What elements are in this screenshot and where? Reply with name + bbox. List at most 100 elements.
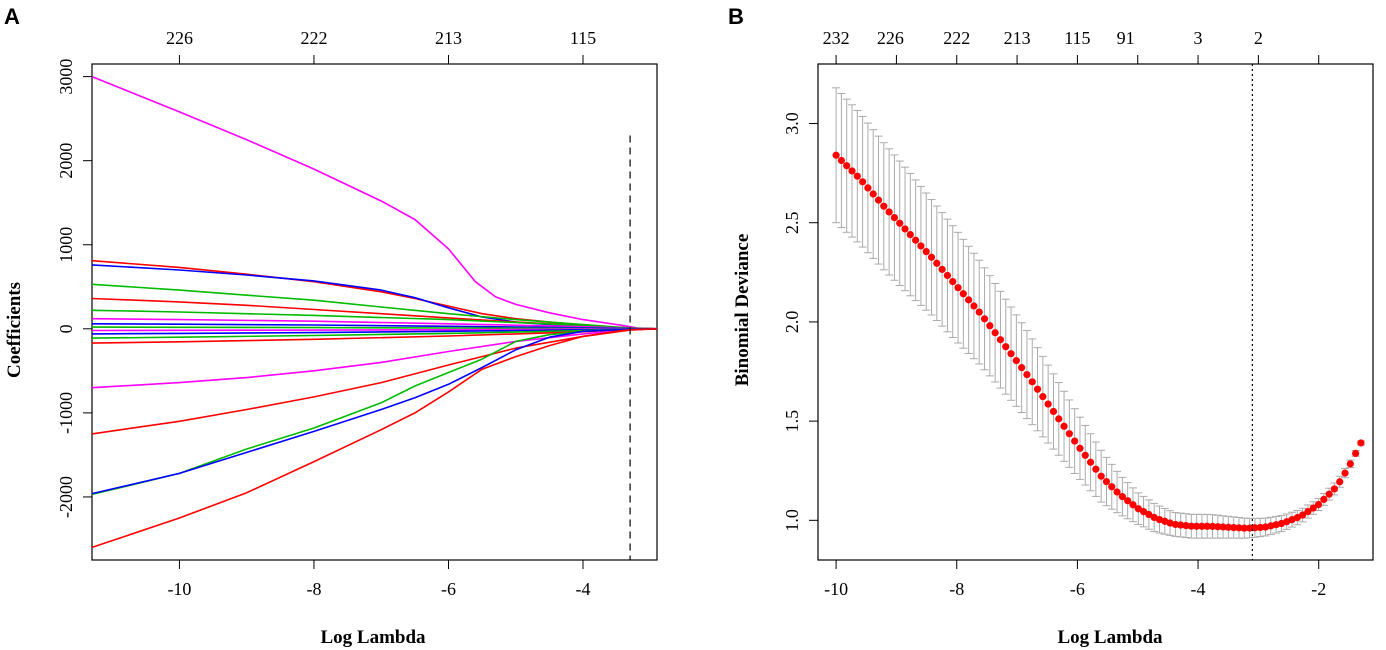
- coefficient-path-s18: [91, 328, 658, 549]
- deviance-point: [1341, 469, 1349, 477]
- coefficient-path-s15: [91, 328, 658, 435]
- x-tick-label: -10: [824, 579, 848, 599]
- deviance-point: [922, 247, 930, 256]
- top-tick-label: 91: [1117, 28, 1135, 48]
- deviance-point: [1113, 488, 1121, 496]
- top-tick-label: 232: [823, 28, 850, 48]
- top-tick-label: 213: [1004, 28, 1031, 48]
- deviance-point: [1081, 451, 1089, 459]
- coefficient-path-s17: [91, 328, 658, 495]
- x-tick-label: -2: [1311, 579, 1326, 599]
- deviance-point: [890, 213, 899, 222]
- deviance-point: [1246, 524, 1254, 532]
- deviance-point: [1177, 521, 1185, 529]
- deviance-point: [1071, 437, 1079, 445]
- deviance-point: [1208, 522, 1217, 531]
- deviance-point: [859, 178, 867, 186]
- deviance-point: [1251, 524, 1259, 532]
- deviance-point: [986, 322, 994, 330]
- deviance-point: [1230, 523, 1238, 532]
- deviance-point: [901, 225, 909, 233]
- deviance-point: [970, 302, 978, 310]
- deviance-point: [1007, 350, 1015, 358]
- deviance-point: [1235, 524, 1243, 532]
- deviance-point: [848, 167, 856, 175]
- deviance-point: [1352, 449, 1360, 458]
- deviance-point: [869, 190, 877, 198]
- deviance-point: [1198, 522, 1206, 530]
- deviance-point: [1102, 477, 1111, 486]
- deviance-point: [1182, 522, 1190, 530]
- panel-a-plot-frame: [91, 63, 658, 561]
- deviance-point: [1033, 385, 1042, 393]
- deviance-point: [938, 265, 946, 273]
- deviance-point: [864, 184, 872, 192]
- deviance-point: [1357, 439, 1365, 447]
- deviance-point: [912, 236, 920, 244]
- y-tick-label: 1.0: [782, 509, 802, 532]
- deviance-point: [1346, 460, 1354, 468]
- deviance-point: [991, 329, 999, 337]
- deviance-point: [1097, 472, 1105, 480]
- deviance-point: [1129, 501, 1137, 509]
- deviance-point: [1314, 500, 1323, 509]
- top-tick-label: 222: [943, 28, 970, 48]
- x-tick-label: -6: [441, 579, 456, 599]
- deviance-point: [1012, 357, 1020, 365]
- deviance-point: [954, 284, 962, 292]
- deviance-point: [1171, 520, 1179, 529]
- y-tick-label: 3.0: [782, 112, 802, 134]
- deviance-point: [1002, 343, 1010, 351]
- deviance-point: [1139, 508, 1148, 516]
- deviance-point: [943, 271, 952, 280]
- deviance-point: [1187, 522, 1195, 530]
- deviance-point: [1192, 522, 1201, 530]
- deviance-point: [1086, 458, 1095, 466]
- y-tick-label: -1000: [56, 392, 76, 434]
- x-tick-label: -8: [306, 579, 321, 599]
- y-tick-label: 1000: [56, 227, 76, 263]
- deviance-point: [1299, 511, 1307, 519]
- deviance-point: [1060, 422, 1068, 430]
- y-tick-label: 1.5: [782, 410, 802, 433]
- top-tick-label: 213: [435, 28, 462, 48]
- deviance-point: [1224, 523, 1233, 531]
- panel-a-xlabel: Log Lambda: [320, 627, 426, 648]
- deviance-point: [980, 315, 989, 323]
- deviance-point: [1092, 465, 1100, 473]
- deviance-point: [874, 196, 883, 204]
- deviance-point: [933, 259, 941, 267]
- deviance-point: [959, 290, 967, 298]
- x-tick-label: -6: [1070, 579, 1085, 599]
- top-tick-label: 115: [570, 28, 596, 48]
- deviance-point: [1044, 400, 1052, 408]
- deviance-point: [1055, 415, 1063, 423]
- deviance-point: [965, 296, 973, 304]
- y-tick-label: 2000: [56, 143, 76, 179]
- deviance-point: [1219, 523, 1227, 531]
- deviance-point: [1039, 393, 1047, 401]
- deviance-point: [927, 253, 936, 261]
- deviance-point: [832, 151, 840, 159]
- deviance-point: [1134, 505, 1142, 513]
- top-tick-label: 226: [877, 28, 904, 48]
- panel-b-ylabel: Binomial Deviance: [732, 234, 753, 387]
- deviance-point: [896, 219, 904, 227]
- deviance-point: [1304, 507, 1312, 516]
- deviance-point: [949, 277, 957, 286]
- deviance-point: [1145, 510, 1153, 519]
- coefficient-path-s14: [91, 328, 658, 389]
- deviance-point: [837, 156, 845, 165]
- y-tick-label: 2.5: [782, 211, 802, 234]
- panel-a-ylabel: Coefficients: [4, 282, 25, 378]
- deviance-point: [1309, 504, 1317, 512]
- deviance-point: [1049, 407, 1058, 416]
- deviance-point: [1118, 493, 1126, 501]
- deviance-point: [1336, 478, 1344, 486]
- deviance-point: [1023, 370, 1031, 379]
- deviance-point: [880, 202, 888, 210]
- x-tick-label: -8: [949, 579, 964, 599]
- coefficient-path-s1: [91, 75, 658, 330]
- x-tick-label: -4: [1191, 579, 1206, 599]
